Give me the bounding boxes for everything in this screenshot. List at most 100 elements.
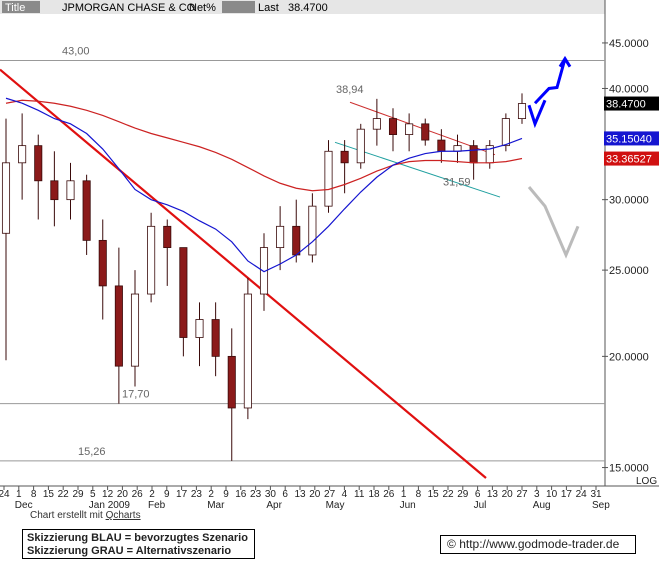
- axis-tick-label: 40.0000: [609, 83, 649, 95]
- level-label: 17,70: [122, 389, 150, 401]
- x-day-label: 20: [502, 489, 514, 500]
- scenario-gray-path: [527, 186, 580, 259]
- credit-prefix: Chart erstellt mit: [30, 510, 106, 521]
- scenarios: [527, 55, 580, 259]
- candle-body: [276, 225, 285, 249]
- candle-body: [50, 180, 59, 201]
- scenario-blue-dip: [527, 99, 547, 129]
- candle-body: [453, 145, 462, 152]
- axis-tick-label: 30.0000: [609, 195, 649, 207]
- x-day-label: 31: [590, 489, 602, 500]
- x-month-label: May: [326, 500, 345, 511]
- candle-body: [259, 247, 269, 295]
- candle-body: [372, 118, 381, 130]
- x-month-label: Jan 2009: [89, 500, 131, 511]
- candle-body: [114, 285, 123, 367]
- x-day-label: 20: [117, 489, 129, 500]
- candle-body: [18, 145, 27, 164]
- level-label: 15,26: [78, 446, 106, 458]
- x-month-label: Feb: [148, 500, 166, 511]
- x-day-label: 17: [176, 489, 188, 500]
- header-netpct-label: Net%: [189, 2, 216, 14]
- moving-averages: [5, 97, 523, 273]
- ma-long-line: [5, 99, 523, 192]
- x-day-label: 9: [164, 489, 170, 500]
- x-day-label: 6: [282, 489, 288, 500]
- x-day-label: 1: [16, 489, 22, 500]
- candle-body: [469, 145, 478, 164]
- scenario-blue-arrowhead: [558, 55, 572, 68]
- x-axis: 24 1 8 15 22 29 5 12 20 26 2 9 17 23 2 9 16 23 30 6 13 20 27 4 1…: [0, 486, 610, 511]
- candle-body: [517, 103, 527, 119]
- x-day-label: 2: [149, 489, 155, 500]
- candle-body: [421, 123, 430, 141]
- axis-badge: [604, 151, 659, 166]
- x-day-label: 10: [546, 489, 558, 500]
- axis-tick-label: 25.0000: [609, 265, 649, 277]
- candle-body: [147, 225, 156, 295]
- candle-body: [34, 145, 43, 182]
- header-last-value: 38.4700: [288, 2, 328, 14]
- chart-header: Title JPMORGAN CHASE & CO Net% Last 38.4…: [0, 0, 605, 14]
- credit-brand-link[interactable]: Qcharts: [105, 510, 141, 521]
- candle-body: [437, 139, 446, 152]
- axis-badge-label: 38.4700: [606, 99, 646, 111]
- x-month-label: Jun: [400, 500, 416, 511]
- candle-body: [211, 319, 220, 357]
- x-day-label: 20: [309, 489, 321, 500]
- axis-tick-label: 20.0000: [609, 351, 649, 363]
- candle-body: [356, 128, 365, 164]
- candle-body: [501, 118, 510, 147]
- candle-body: [243, 293, 252, 409]
- x-day-label: 24: [576, 489, 588, 500]
- x-day-label: 8: [416, 489, 422, 500]
- x-day-label: 4: [342, 489, 348, 500]
- header-title-label: Title: [5, 2, 25, 14]
- x-day-label: 8: [31, 489, 37, 500]
- point-label-low: 31,59: [443, 177, 471, 189]
- source-url-box[interactable]: © http://www.godmode-trader.de: [440, 535, 636, 554]
- x-day-label: 13: [487, 489, 499, 500]
- x-day-label: 17: [561, 489, 573, 500]
- x-day-label: 18: [368, 489, 380, 500]
- candle-body: [163, 225, 172, 249]
- axis-badge: [604, 96, 659, 111]
- major-downtrend-line: [0, 68, 487, 479]
- candle-body: [340, 150, 349, 164]
- x-day-label: 15: [428, 489, 440, 500]
- axis-badge-label: 33.36527: [606, 154, 652, 166]
- candle-body: [66, 180, 75, 201]
- x-day-label: 22: [442, 489, 454, 500]
- legend-line-blue: Skizzierung BLAU = bevorzugtes Szenario: [27, 532, 248, 544]
- candle-body: [130, 293, 140, 367]
- x-day-label: 27: [324, 489, 336, 500]
- x-day-label: 23: [250, 489, 262, 500]
- axis-tick-label: 15.0000: [609, 463, 649, 475]
- x-day-label: 27: [516, 489, 528, 500]
- x-day-label: 26: [132, 489, 144, 500]
- axis-tick-label: 45.0000: [609, 38, 649, 50]
- x-day-label: 5: [90, 489, 96, 500]
- x-day-label: 3: [534, 489, 540, 500]
- x-day-label: 15: [43, 489, 55, 500]
- x-day-label: 2: [208, 489, 214, 500]
- candle-body: [179, 247, 188, 338]
- x-day-label: 29: [72, 489, 84, 500]
- source-url[interactable]: http://www.godmode-trader.de: [459, 537, 620, 551]
- x-month-label: Aug: [533, 500, 551, 511]
- x-day-label: 9: [223, 489, 229, 500]
- axis-badge-label: 35.15040: [606, 133, 652, 145]
- x-day-label: 26: [383, 489, 395, 500]
- candle-body: [195, 319, 204, 338]
- candles: [1, 93, 527, 461]
- x-month-label: Jul: [474, 500, 487, 511]
- x-day-label: 22: [58, 489, 70, 500]
- candle-body: [1, 162, 11, 234]
- x-day-label: 12: [102, 489, 114, 500]
- level-label: 43,00: [62, 46, 90, 58]
- x-month-label: Apr: [266, 500, 282, 511]
- scenario-blue-path: [533, 58, 567, 105]
- scenario-legend: Skizzierung BLAU = bevorzugtes Szenario …: [22, 529, 255, 559]
- candle-body: [292, 225, 301, 256]
- horizontal-levels: 43,00 17,70 15,26: [0, 46, 605, 462]
